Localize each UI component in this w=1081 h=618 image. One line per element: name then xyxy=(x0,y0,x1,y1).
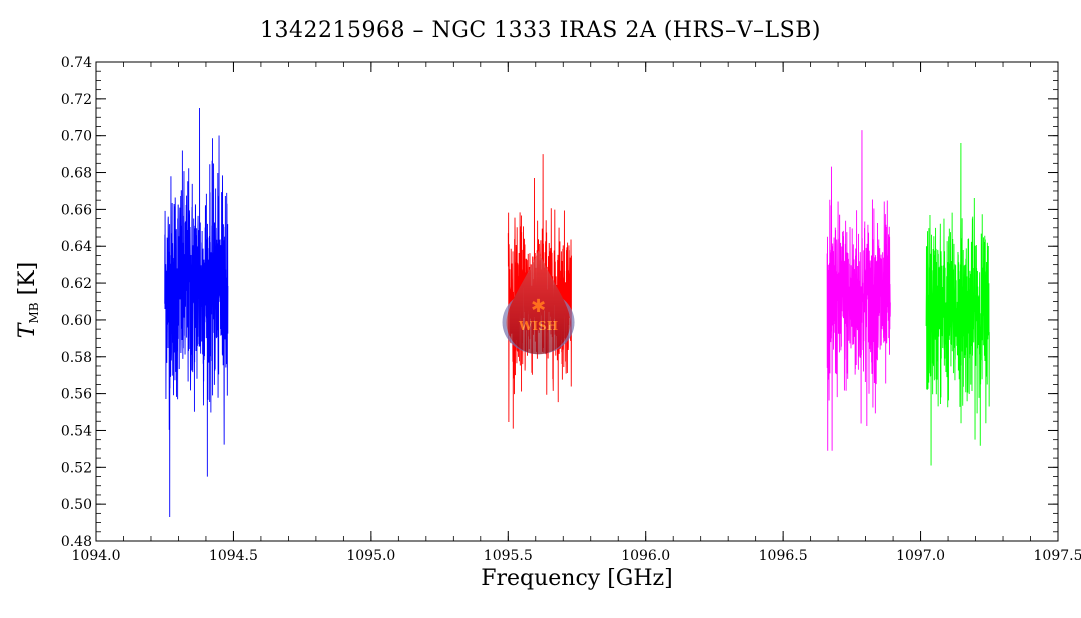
y-tick-label: 0.64 xyxy=(61,239,92,255)
x-tick-label: 1096.5 xyxy=(759,548,808,564)
watermark-star-icon: ✱ xyxy=(531,296,546,317)
y-tick-label: 0.52 xyxy=(61,460,92,476)
x-tick-label: 1097.5 xyxy=(1034,548,1081,564)
y-tick-label: 0.72 xyxy=(61,92,92,108)
plot-frame xyxy=(95,61,1059,542)
y-axis-label: TMB [K] xyxy=(15,262,41,338)
y-tick-label: 0.62 xyxy=(61,276,92,292)
y-tick-label: 0.60 xyxy=(61,313,92,329)
series-3-line xyxy=(826,130,891,451)
y-axis-subscript: MB xyxy=(27,302,41,324)
y-tick-label: 0.54 xyxy=(61,423,92,439)
series-1-line xyxy=(164,108,229,518)
x-tick-label: 1096.0 xyxy=(621,548,670,564)
y-tick-label: 0.56 xyxy=(61,387,92,403)
x-tick-label: 1095.0 xyxy=(346,548,395,564)
series-4-line xyxy=(925,143,990,466)
wish-logo-watermark: ✱ WISH xyxy=(502,250,575,355)
y-tick-label: 0.70 xyxy=(61,129,92,145)
x-axis-label: Frequency [GHz] xyxy=(481,566,673,591)
y-tick-label: 0.58 xyxy=(61,350,92,366)
x-tick-label: 1097.0 xyxy=(896,548,945,564)
x-tick-label: 1094.5 xyxy=(209,548,258,564)
x-tick-label: 1094.0 xyxy=(72,548,121,564)
y-tick-label: 0.50 xyxy=(61,497,92,513)
watermark-drop-icon xyxy=(506,250,571,355)
y-axis-symbol: T xyxy=(15,323,40,339)
y-tick-label: 0.48 xyxy=(61,534,92,550)
watermark-text: WISH xyxy=(518,319,558,333)
y-axis-unit: [K] xyxy=(15,261,40,296)
y-tick-label: 0.74 xyxy=(61,55,92,71)
chart-title: 1342215968 – NGC 1333 IRAS 2A (HRS–V–LSB… xyxy=(260,18,821,43)
y-tick-label: 0.66 xyxy=(61,202,92,218)
x-tick-label: 1095.5 xyxy=(484,548,533,564)
y-tick-label: 0.68 xyxy=(61,166,92,182)
